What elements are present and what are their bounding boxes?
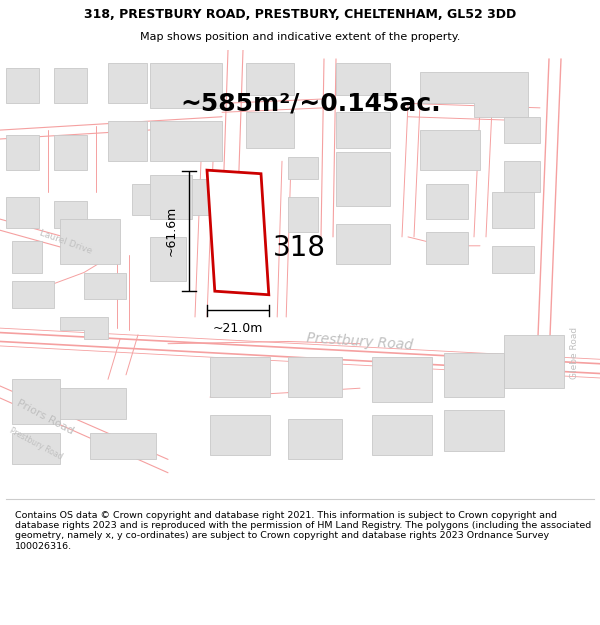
- Bar: [372, 415, 432, 455]
- Bar: [12, 432, 60, 464]
- Bar: [150, 121, 222, 161]
- Bar: [150, 174, 192, 219]
- Bar: [54, 134, 87, 170]
- Text: Prestbury Road: Prestbury Road: [8, 426, 64, 461]
- Bar: [372, 357, 432, 401]
- Bar: [108, 121, 147, 161]
- Text: ~21.0m: ~21.0m: [213, 322, 263, 334]
- Text: Prestbury Road: Prestbury Road: [307, 331, 413, 352]
- Bar: [132, 184, 162, 214]
- Polygon shape: [420, 72, 528, 117]
- Bar: [6, 134, 39, 170]
- Text: Priors Road: Priors Road: [15, 398, 75, 436]
- Bar: [246, 112, 294, 148]
- Bar: [12, 379, 60, 424]
- Bar: [210, 415, 270, 455]
- Bar: [210, 357, 270, 397]
- Bar: [492, 192, 534, 228]
- Bar: [150, 237, 186, 281]
- Text: Glebe Road: Glebe Road: [569, 326, 578, 379]
- Bar: [60, 219, 120, 264]
- Bar: [504, 335, 564, 388]
- Bar: [6, 197, 39, 228]
- Bar: [336, 224, 390, 264]
- Bar: [288, 357, 342, 397]
- Bar: [84, 272, 126, 299]
- Bar: [6, 68, 39, 103]
- Bar: [492, 246, 534, 272]
- Bar: [288, 419, 342, 459]
- Polygon shape: [60, 317, 108, 339]
- Polygon shape: [60, 388, 126, 419]
- Bar: [162, 179, 210, 214]
- Bar: [426, 184, 468, 219]
- Bar: [12, 281, 54, 308]
- Bar: [444, 352, 504, 397]
- Text: Map shows position and indicative extent of the property.: Map shows position and indicative extent…: [140, 32, 460, 43]
- Bar: [108, 63, 147, 103]
- Bar: [288, 197, 318, 232]
- Text: Contains OS data © Crown copyright and database right 2021. This information is : Contains OS data © Crown copyright and d…: [15, 511, 591, 551]
- Text: 318: 318: [273, 234, 326, 262]
- Bar: [420, 130, 480, 170]
- Bar: [54, 68, 87, 103]
- Bar: [336, 112, 390, 148]
- Bar: [336, 152, 390, 206]
- Polygon shape: [207, 170, 269, 295]
- Bar: [444, 411, 504, 451]
- Polygon shape: [90, 432, 156, 459]
- Bar: [12, 241, 42, 272]
- Bar: [54, 201, 87, 228]
- Bar: [288, 157, 318, 179]
- Text: ~61.6m: ~61.6m: [164, 206, 178, 256]
- Text: ~585m²/~0.145ac.: ~585m²/~0.145ac.: [180, 91, 440, 116]
- Polygon shape: [150, 63, 222, 108]
- Bar: [336, 63, 390, 94]
- Bar: [504, 161, 540, 192]
- Text: Laurel Drive: Laurel Drive: [38, 229, 94, 256]
- Bar: [426, 232, 468, 264]
- Text: 318, PRESTBURY ROAD, PRESTBURY, CHELTENHAM, GL52 3DD: 318, PRESTBURY ROAD, PRESTBURY, CHELTENH…: [84, 8, 516, 21]
- Bar: [504, 117, 540, 144]
- Bar: [246, 63, 294, 94]
